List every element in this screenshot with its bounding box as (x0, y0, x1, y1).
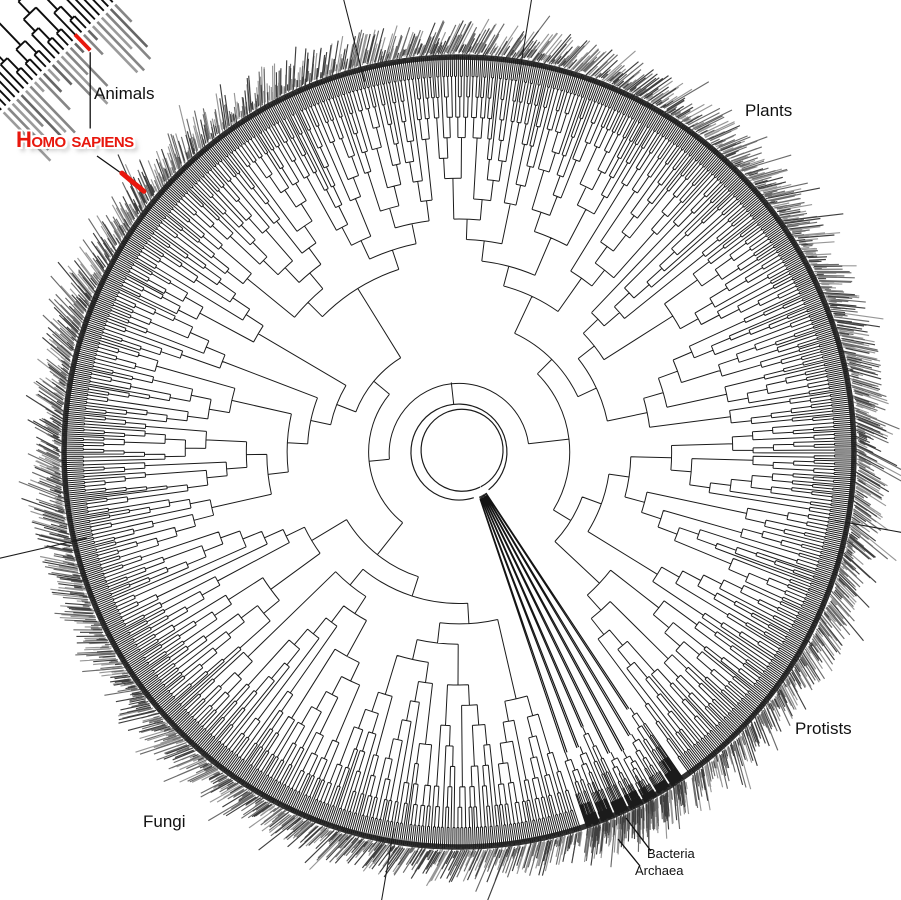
tip-label-fuzz-mid (18, 15, 901, 892)
tip-label-fuzz-dark (21, 20, 898, 900)
root-circle-arcs (410, 403, 508, 501)
animals-zoom-inset (0, 0, 152, 162)
homo-sapiens-label: Homo sapiens (16, 127, 134, 152)
archaea-label: Archaea (635, 863, 684, 878)
inset-tip-label-fuzz-dark (20, 8, 149, 143)
fungi-label: Fungi (143, 812, 186, 831)
inset-tip-label-fuzz-mid (7, 3, 152, 151)
tree-branches (61, 54, 856, 850)
plants-label: Plants (745, 101, 793, 120)
animals-label: Animals (94, 84, 155, 103)
homo-sapiens-ring-tick (119, 170, 147, 194)
bacteria-label: Bacteria (647, 846, 695, 861)
inset-branches (0, 0, 114, 111)
bacteria-archaea-fan-branches (479, 492, 631, 754)
inset-homo-sapiens-branch (73, 33, 92, 52)
label-leader-lines (89, 52, 652, 867)
inset-tip-label-fuzz-light (2, 16, 139, 162)
protists-label: Protists (795, 719, 852, 738)
